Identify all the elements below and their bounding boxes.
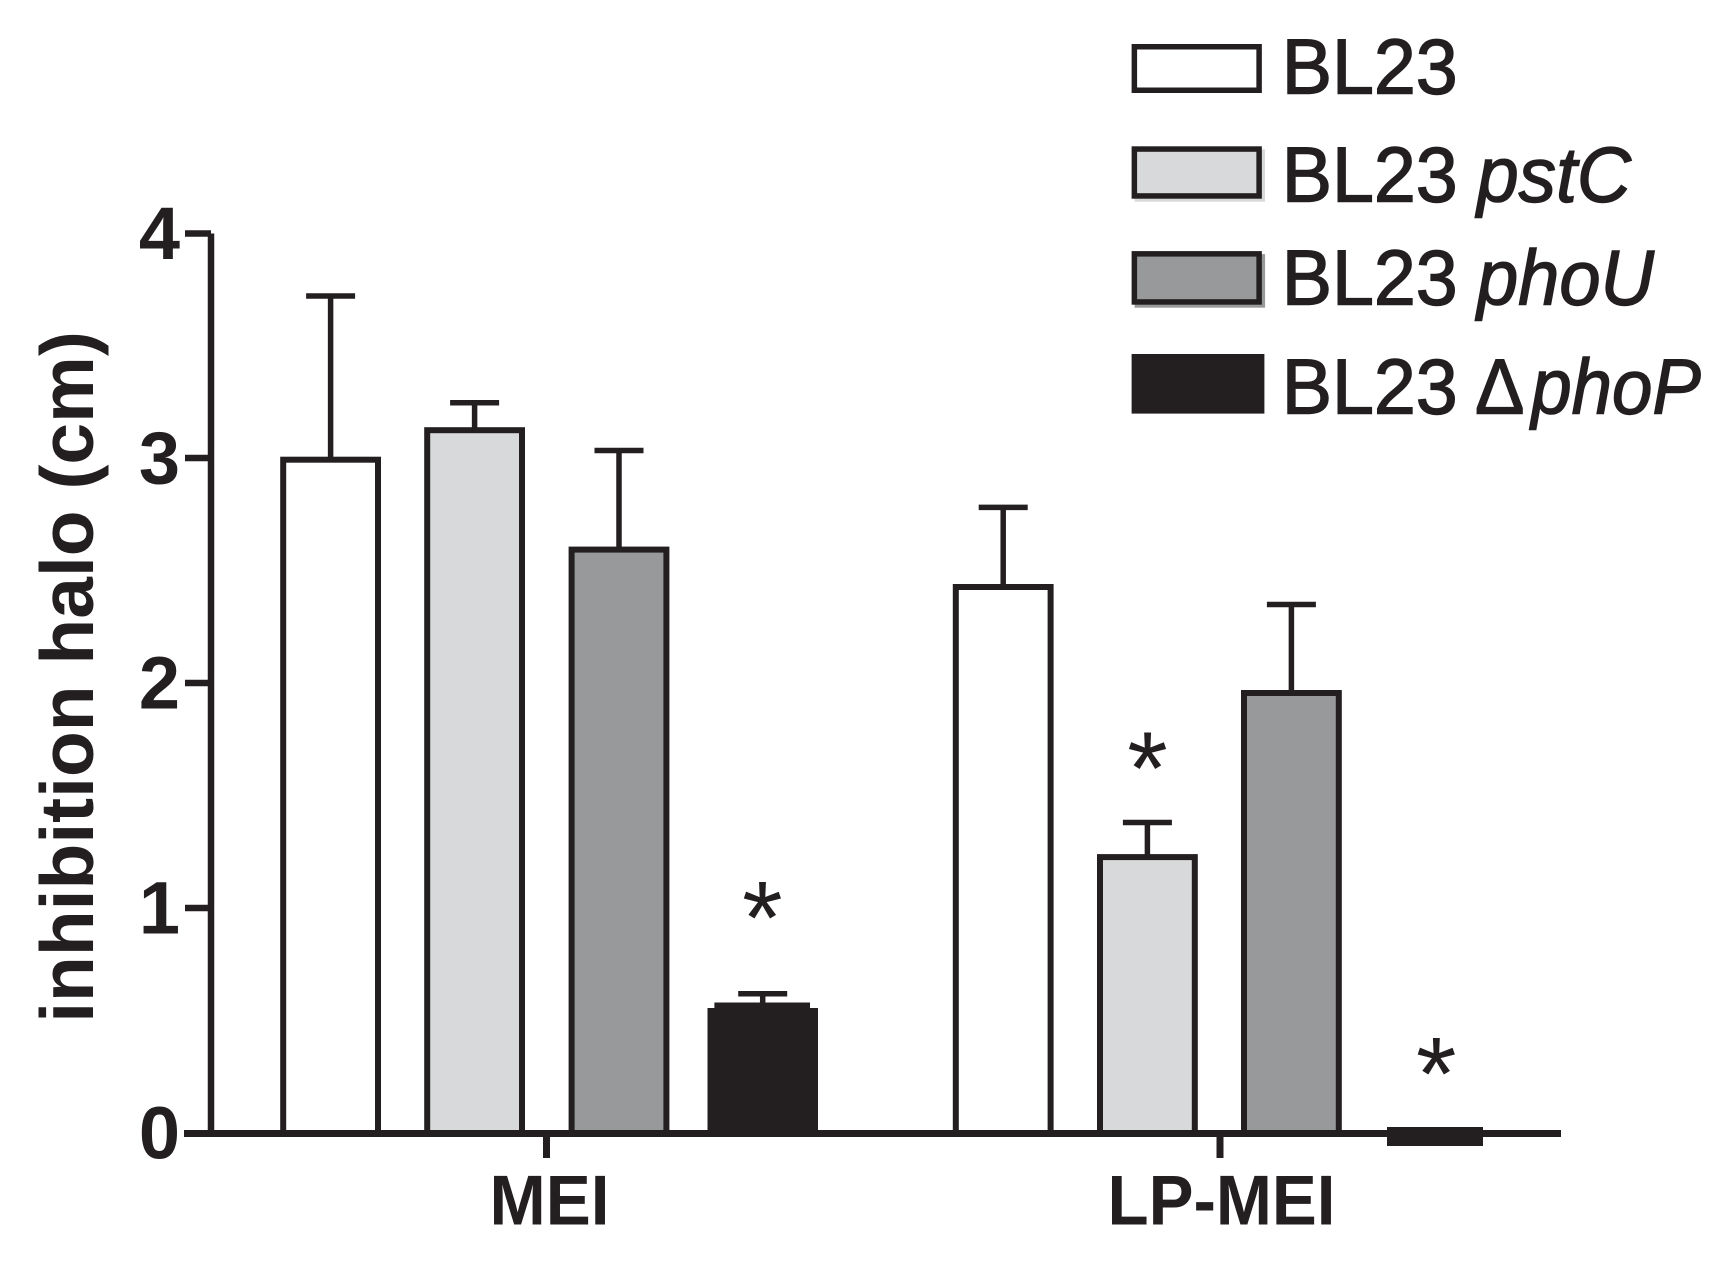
- svg-text:phoU: phoU: [1475, 234, 1655, 322]
- svg-text:LP-MEI: LP-MEI: [1108, 1161, 1336, 1240]
- svg-text:BL23: BL23: [1282, 234, 1458, 322]
- svg-text:MEI: MEI: [490, 1161, 610, 1240]
- svg-text:BL23: BL23: [1282, 23, 1458, 111]
- svg-text:Δ: Δ: [1475, 343, 1524, 431]
- svg-text:2: 2: [139, 642, 180, 725]
- svg-text:phoP: phoP: [1529, 343, 1700, 431]
- svg-text:BL23: BL23: [1282, 343, 1458, 431]
- svg-text:0: 0: [139, 1092, 180, 1175]
- svg-text:1: 1: [139, 867, 180, 950]
- svg-text:*: *: [742, 861, 782, 977]
- svg-text:*: *: [1127, 711, 1167, 827]
- svg-text:inhibition halo (cm): inhibition halo (cm): [25, 331, 109, 1023]
- svg-text:*: *: [1416, 1017, 1456, 1133]
- svg-text:4: 4: [139, 192, 180, 275]
- svg-text:pstC: pstC: [1475, 131, 1632, 219]
- svg-text:3: 3: [139, 417, 180, 500]
- svg-text:BL23: BL23: [1282, 131, 1458, 219]
